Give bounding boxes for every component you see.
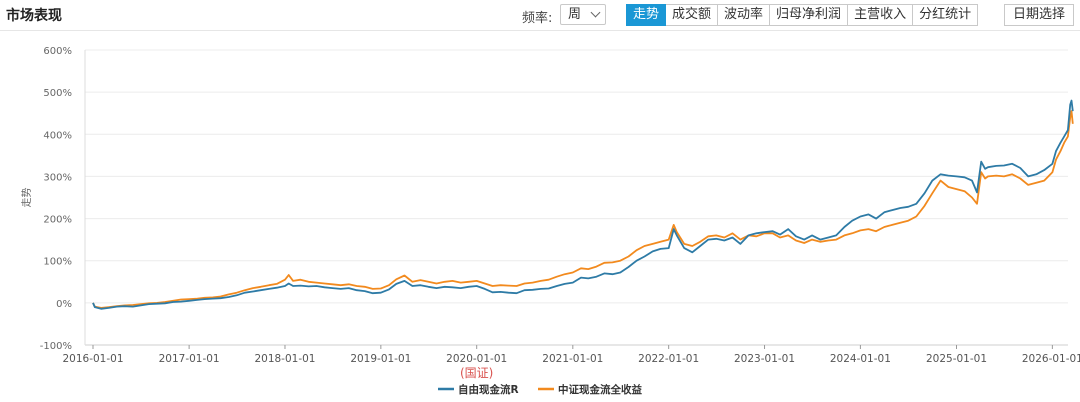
tab-dividend[interactable]: 分红统计 xyxy=(913,4,979,26)
series-line-1 xyxy=(92,99,1074,310)
tab-revenue[interactable]: 主营收入 xyxy=(848,4,914,26)
x-tick-label: 2019-01-01 xyxy=(350,353,411,365)
x-tick-label: 2024-01-01 xyxy=(830,353,891,365)
legend-label-1: 自由现金流R xyxy=(458,383,519,396)
x-tick-label: 2025-01-01 xyxy=(926,353,987,365)
y-tick-label: 500% xyxy=(43,88,72,99)
frequency-select[interactable]: 周 xyxy=(560,4,606,25)
x-tick-label: 2021-01-01 xyxy=(542,353,603,365)
y-tick-label: 600% xyxy=(43,46,72,57)
tab-net-profit[interactable]: 归母净利润 xyxy=(770,4,849,26)
legend-label-2: 中证现金流全收益 xyxy=(558,383,642,396)
series-line-2 xyxy=(92,110,1074,309)
y-tick-label: -100% xyxy=(40,341,72,352)
x-tick-label: 2020-01-01 xyxy=(446,353,507,365)
y-tick-label: 300% xyxy=(43,172,72,183)
x-tick-label: 2026-01-01 xyxy=(1022,353,1080,365)
frequency-value: 周 xyxy=(568,7,582,22)
annotation-label: (国证) xyxy=(460,366,493,380)
y-tick-label: 200% xyxy=(43,215,72,226)
chart-tabs: 走势 成交额 波动率 归母净利润 主营收入 分红统计 xyxy=(626,4,979,26)
tab-turnover[interactable]: 成交额 xyxy=(666,4,719,26)
x-tick-label: 2023-01-01 xyxy=(734,353,795,365)
y-tick-label: 100% xyxy=(43,257,72,268)
tab-trend[interactable]: 走势 xyxy=(626,4,667,26)
x-tick-label: 2018-01-01 xyxy=(254,353,315,365)
header-bar: 市场表现 频率: 周 走势 成交额 波动率 归母净利润 主营收入 分红统计 日期… xyxy=(0,0,1080,31)
page-title: 市场表现 xyxy=(6,8,62,24)
y-tick-label: 0% xyxy=(56,299,72,310)
x-tick-label: 2022-01-01 xyxy=(638,353,699,365)
x-tick-label: 2017-01-01 xyxy=(159,353,220,365)
y-axis-label: 走势 xyxy=(20,188,33,208)
date-picker-button[interactable]: 日期选择 xyxy=(1004,4,1075,26)
tab-volatility[interactable]: 波动率 xyxy=(718,4,771,26)
y-tick-label: 400% xyxy=(43,130,72,141)
frequency-label: 频率: xyxy=(522,11,553,26)
x-tick-label: 2016-01-01 xyxy=(62,353,123,365)
